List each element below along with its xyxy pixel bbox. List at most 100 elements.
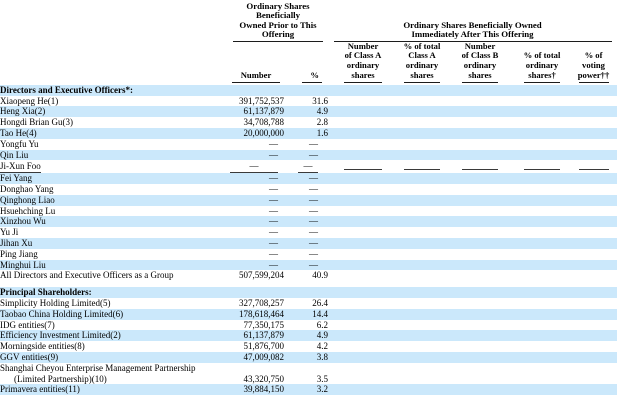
shares-number-cell: 20,000,000: [228, 128, 284, 139]
classa-number-cell: [328, 96, 398, 107]
shares-number-cell: 178,618,464: [228, 308, 284, 320]
voting-percent-cell: [570, 149, 618, 161]
shares-number-cell: —: [269, 248, 278, 259]
shares-percent-cell: [284, 84, 328, 96]
classa-number-cell: [328, 341, 398, 352]
classa-percent-cell: [398, 128, 446, 139]
column-header-row: Number % Number of Class A ordinary shar…: [0, 41, 617, 85]
classb-number-underline: [462, 81, 498, 83]
holder-name-cell: Simplicity Holding Limited(5): [0, 297, 111, 308]
classb-number-cell: [446, 149, 514, 161]
shares-number-cell: 391,752,537: [239, 95, 284, 106]
shares-percent-cell: —: [284, 216, 328, 228]
table-row: Minghui Liu — —: [0, 259, 618, 271]
classa-percent-cell: [398, 363, 446, 374]
classa-percent-cell: [398, 96, 446, 107]
table-row: Heng Xia(2) 61,137,879 4.9: [0, 106, 618, 118]
total-percent-cell: [514, 184, 570, 195]
voting-percent-cell: [570, 270, 617, 281]
classa-number-cell: [328, 128, 398, 139]
classa-percent-cell: [398, 139, 446, 150]
prior-offering-underline: [233, 40, 323, 42]
classa-number-cell: [328, 106, 398, 118]
shares-percent-cell: 4.9: [284, 106, 328, 118]
table-row: Ping Jiang — —: [0, 249, 617, 260]
shares-number-cell: —: [228, 237, 284, 249]
classb-number-cell: [446, 194, 514, 206]
number-underline: [232, 81, 280, 83]
shares-number-cell: 47,009,082: [228, 351, 284, 363]
classb-number-cell: [446, 173, 514, 184]
voting-percent-cell: [570, 206, 617, 217]
table-row: Principal Shareholders:: [0, 287, 618, 298]
voting-percent-cell: [570, 287, 618, 298]
table-row: Morningside entities(8) 51,876,700 4.2: [0, 341, 617, 352]
classb-number-cell: [446, 298, 514, 309]
voting-percent-cell: [570, 308, 618, 320]
table-row: Qin Liu — —: [0, 149, 618, 161]
total-percent-cell: [514, 106, 570, 118]
shares-percent-cell: 4.9: [284, 330, 328, 342]
total-percent-cell: [514, 160, 570, 173]
classa-number-cell: [328, 384, 398, 396]
holder-name-cell: All Directors and Executive Officers as …: [0, 270, 174, 281]
voting-percent-cell: [570, 216, 618, 228]
holder-name-cell: Hongdi Brian Gu(3): [0, 117, 73, 128]
classa-percent-cell: [398, 270, 446, 281]
holder-name-cell: Ji-Xun Foo: [0, 161, 41, 174]
shares-percent-cell: [284, 363, 328, 374]
holder-name-cell: (Limited Partnership)(10): [14, 373, 107, 384]
shares-percent-cell: 4.2: [316, 341, 328, 352]
classb-number-cell: [446, 216, 514, 228]
classa-percent-cell: [398, 237, 446, 249]
shares-number-cell: —: [228, 173, 284, 184]
column-header-classa-number: Number of Class A ordinary shares: [328, 41, 398, 85]
total-percent-cell: [514, 194, 570, 206]
total-percent-cell: [514, 270, 570, 281]
holder-name-cell: Hsuehching Lu: [0, 205, 56, 216]
classa-percent-cell: [398, 320, 446, 331]
shares-number-cell: —: [269, 138, 278, 149]
shares-percent-cell: 31.6: [312, 95, 328, 106]
total-percent-cell: [514, 149, 570, 161]
shares-percent-cell: 3.8: [284, 351, 328, 363]
classa-number-cell: [328, 270, 398, 281]
classa-number-cell: [328, 117, 398, 128]
classa-percent-cell: [398, 216, 446, 228]
total-percent-cell: [514, 173, 570, 184]
voting-percent-cell: [570, 173, 618, 184]
after-offering-underline: [333, 40, 612, 42]
shares-number-cell: [228, 287, 284, 298]
classb-number-cell: [446, 308, 514, 320]
classb-number-cell: [446, 320, 514, 331]
voting-percent-cell: [570, 160, 617, 173]
classa-percent-cell: [398, 287, 446, 298]
voting-percent-cell: [570, 363, 617, 374]
classb-number-cell: [446, 363, 514, 374]
shares-number-cell: 61,137,879: [228, 106, 284, 118]
shares-number-cell: —: [228, 160, 284, 174]
voting-percent-cell: [570, 139, 617, 150]
classa-percent-cell: [398, 149, 446, 161]
holder-name-cell: Ping Jiang: [0, 248, 38, 259]
table-row: Primavera entities(11) 39,884,150 3.2: [0, 384, 618, 396]
classa-number-cell: [328, 216, 398, 228]
holder-name-cell: Yongfu Yu: [0, 138, 39, 149]
classb-number-cell: [446, 117, 514, 128]
holder-name-cell: Qinghong Liao: [0, 194, 228, 206]
table-row: (Limited Partnership)(10) 43,320,750 3.5: [0, 374, 617, 385]
classa-number-cell: [328, 206, 398, 217]
classa-percent-cell: [398, 351, 446, 363]
total-percent-cell: [514, 206, 570, 217]
classa-percent-underline: [404, 81, 440, 83]
voting-percent-cell: [570, 320, 617, 331]
classb-number-cell: [446, 374, 514, 385]
shares-number-cell: —: [228, 259, 284, 271]
shares-percent-cell: —: [284, 160, 328, 174]
shares-number-cell: [228, 363, 284, 374]
voting-percent-cell: [570, 184, 617, 195]
holder-name-cell: Heng Xia(2): [0, 106, 228, 118]
voting-percent-cell: [570, 330, 618, 342]
shares-percent-cell: —: [284, 259, 328, 271]
